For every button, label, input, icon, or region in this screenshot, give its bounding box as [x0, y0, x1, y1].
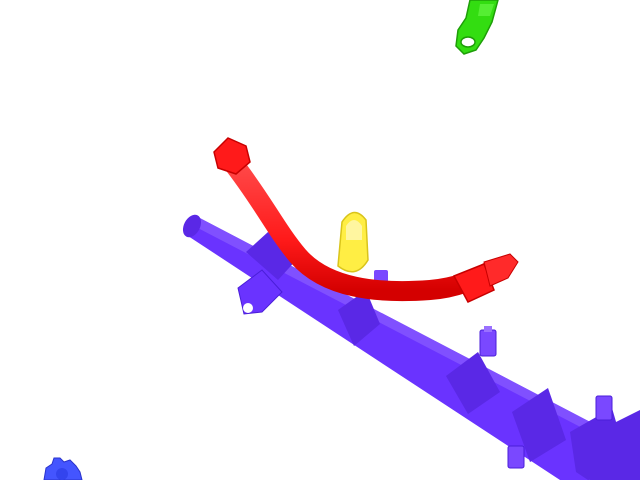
- fuel-rail-part[interactable]: [179, 212, 640, 480]
- clip-part[interactable]: [337, 211, 369, 273]
- bracket-part[interactable]: [455, 0, 499, 55]
- fuel-line-hose-part[interactable]: [213, 137, 519, 303]
- gear-part[interactable]: [43, 457, 83, 480]
